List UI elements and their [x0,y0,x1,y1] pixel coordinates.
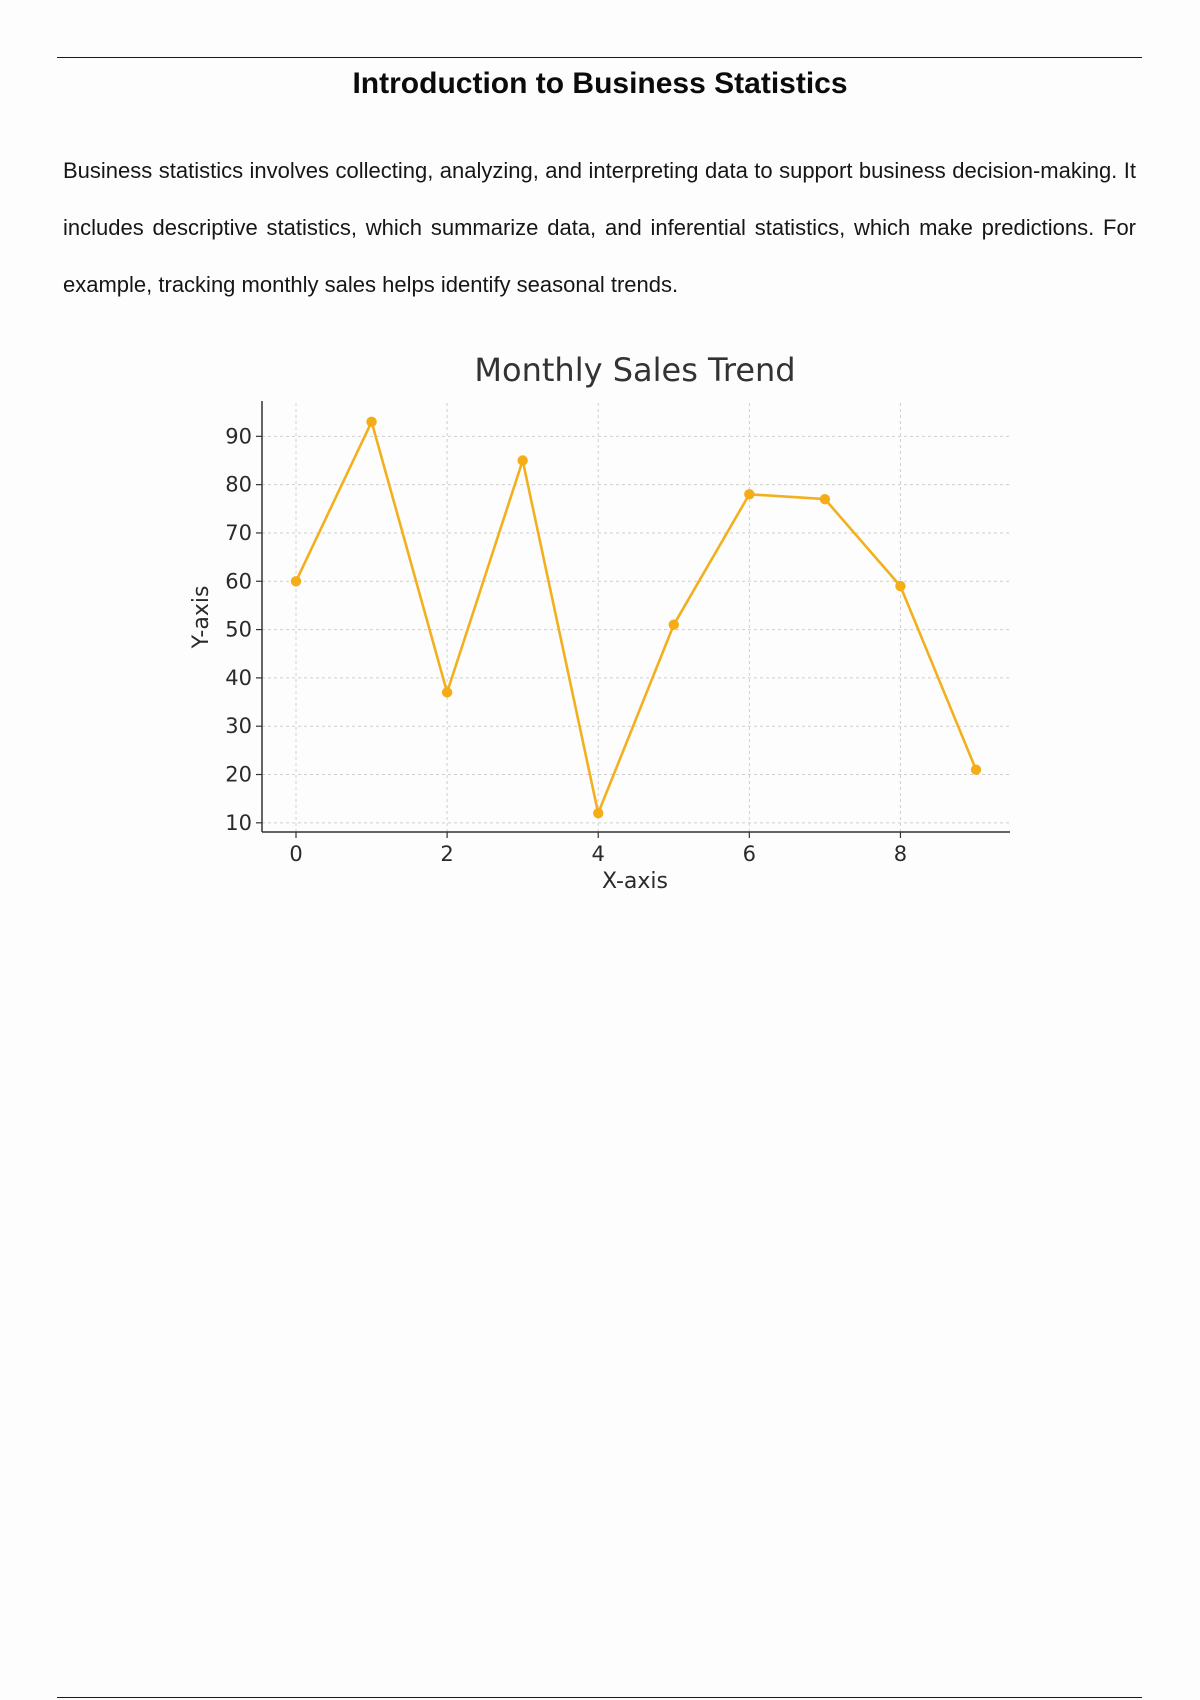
x-tick-label: 4 [592,842,605,866]
data-point [593,807,604,819]
y-axis-label: Y-axis [189,586,214,650]
y-tick-label: 50 [225,618,252,642]
bottom-rule [57,1697,1142,1698]
data-point [744,489,755,500]
x-axis-label: X-axis [602,869,668,894]
y-tick-label: 90 [225,424,252,448]
axes [256,401,1010,838]
tick-labels: 10 20 30 40 50 60 70 80 90 0 2 4 6 8 [225,424,907,866]
x-tick-label: 2 [440,842,453,866]
y-tick-label: 70 [225,521,252,545]
chart-container: Monthly Sales Trend 10 20 30 40 50 60 70 80 90 0 2… [180,345,1020,905]
x-tick-label: 6 [743,842,756,866]
chart-title: Monthly Sales Trend [474,351,795,389]
grid-lines [262,403,1010,832]
y-tick-label: 20 [225,763,252,787]
data-point [970,764,982,775]
y-tick-label: 40 [225,666,252,690]
data-point [895,580,906,592]
data-point [517,455,528,466]
data-point [441,687,453,698]
document-title: Introduction to Business Statistics [352,67,848,100]
data-point [668,619,679,630]
top-rule [57,57,1142,58]
y-tick-label: 80 [225,473,252,497]
data-point [819,493,831,505]
y-tick-label: 30 [225,714,252,738]
data-point [366,416,377,428]
series-sales [290,416,982,819]
x-tick-label: 0 [289,842,302,866]
y-tick-label: 60 [225,569,252,593]
data-point [290,576,302,587]
body-paragraph: Business statistics involves collecting,… [63,158,1136,297]
line-chart: Monthly Sales Trend 10 20 30 40 50 60 70 80 90 0 2… [189,351,1010,894]
y-tick-label: 10 [225,811,252,835]
series-line [294,420,978,815]
x-tick-label: 8 [894,842,907,866]
